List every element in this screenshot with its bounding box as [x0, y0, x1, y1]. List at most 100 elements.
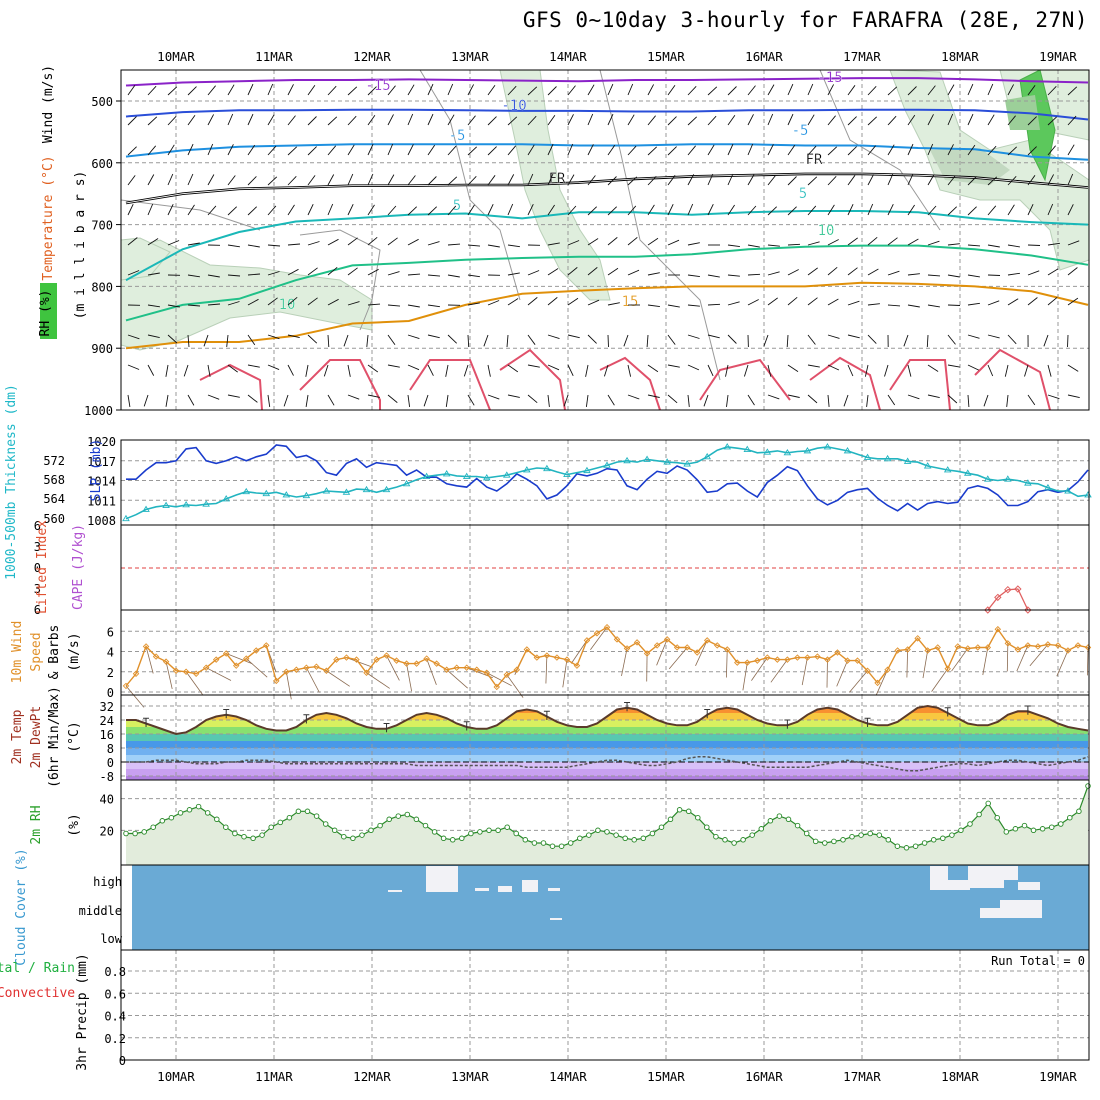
wind-barb [687, 304, 700, 307]
wind-barb [667, 304, 680, 308]
pressure-axis-label: (m i l l i b a r s) [73, 171, 88, 320]
precip-convective-label: Convective [0, 986, 75, 1001]
data-point [123, 830, 129, 837]
wind-barb [407, 238, 419, 246]
data-point [724, 646, 731, 653]
wind-barb [347, 394, 360, 400]
data-point [603, 623, 611, 631]
wind-barb [707, 274, 720, 278]
data-point [703, 452, 712, 460]
data-point [132, 670, 140, 678]
wind-barb [507, 298, 519, 306]
wind-barb [987, 334, 1000, 339]
wind-barb [1067, 115, 1077, 126]
wind-barb [187, 114, 196, 126]
wind-barb [467, 115, 476, 126]
wind-barb [907, 114, 916, 126]
wind-barb [607, 302, 620, 306]
data-point [894, 843, 901, 849]
temperature-band [126, 762, 1088, 769]
wind-barb [747, 114, 754, 126]
data-point [342, 488, 351, 495]
data-point [473, 666, 480, 673]
wind-barb [1027, 270, 1040, 276]
data-point [812, 838, 819, 845]
wind-barb [427, 364, 434, 376]
wind-barb [1067, 240, 1080, 246]
wind-barb [326, 670, 350, 687]
wind-barb [987, 300, 1000, 306]
data-point [653, 642, 661, 649]
temperature-band [126, 776, 1088, 780]
date-label-bottom: 16MAR [745, 1069, 783, 1084]
data-point [924, 647, 931, 654]
data-point [758, 826, 765, 832]
wind-barb [207, 85, 216, 96]
wind-barb [567, 174, 575, 186]
data-point [722, 837, 728, 843]
wind-barb [1007, 334, 1017, 345]
wind-barb [247, 244, 260, 248]
data-point [142, 643, 150, 650]
wind-barb [423, 394, 429, 407]
data-point [393, 657, 400, 664]
wind-barb [427, 176, 437, 186]
rh-legend-swatch [40, 283, 57, 339]
wind-barb [447, 83, 454, 96]
data-point [373, 656, 380, 663]
wind-barb [507, 116, 518, 126]
wind-barb [627, 237, 638, 246]
wind-barb [982, 647, 989, 676]
data-point [754, 657, 761, 664]
wind-barb [967, 334, 980, 339]
wind-barb [287, 204, 295, 216]
data-point [186, 807, 193, 813]
dewpt-axis-label: 2m DewPt [29, 706, 44, 769]
wind-barb [727, 114, 736, 126]
wind-barb [447, 114, 455, 126]
data-point [350, 835, 356, 842]
wind-barb [927, 174, 935, 186]
y-tick-label: 1011 [87, 494, 116, 508]
y-tick-label: 0.4 [104, 1010, 126, 1024]
wind-barb [127, 334, 140, 340]
data-point [1085, 783, 1091, 789]
wind-barb [547, 394, 550, 407]
wind-barb [987, 83, 994, 96]
wind-barb [287, 296, 298, 306]
wind-barb [687, 334, 700, 339]
wind-barb [667, 146, 677, 156]
wind-barb [707, 303, 721, 306]
temperature-contour [125, 143, 1089, 161]
wind-barb [647, 204, 655, 216]
data-point [963, 469, 972, 476]
wind-barb [927, 205, 937, 216]
y-tick-label: 8 [107, 742, 114, 756]
data-point [967, 821, 973, 827]
wind-barb [1007, 146, 1018, 156]
wind-barb [203, 334, 209, 347]
date-label-bottom: 13MAR [451, 1069, 489, 1084]
wind-barb [187, 204, 195, 216]
wind-barb [483, 334, 489, 347]
wind-barb [527, 334, 536, 345]
wind-barb [527, 86, 538, 96]
data-point [162, 501, 170, 508]
data-point [912, 843, 919, 849]
data-point [433, 660, 440, 667]
wind-barb [726, 649, 728, 678]
wind-barb [587, 299, 600, 306]
wind-barb [726, 394, 729, 407]
temperature-contour-warm [199, 363, 263, 411]
wind-barb [827, 146, 838, 156]
wind-barb [847, 237, 858, 246]
rh-contour [120, 199, 261, 231]
wind-axis-label: Wind (m/s) [41, 65, 56, 143]
data-point [563, 656, 571, 663]
data-point [204, 810, 211, 816]
wind-barb [287, 115, 296, 126]
wind-barb [847, 364, 854, 377]
wind-barb [343, 334, 349, 347]
wind-barb [227, 301, 240, 306]
wind-barb [847, 85, 856, 96]
